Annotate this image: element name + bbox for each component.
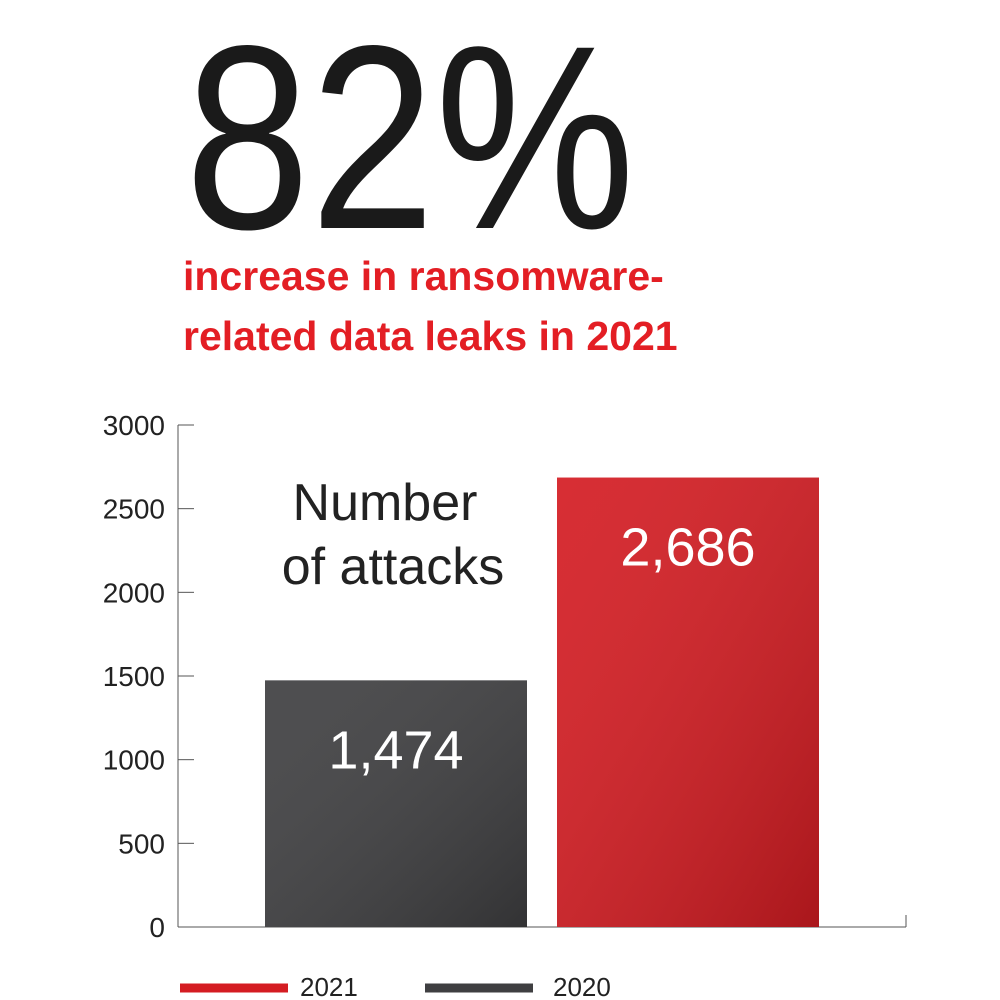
y-tick-label: 500 bbox=[118, 828, 165, 859]
y-tick-label: 0 bbox=[149, 912, 165, 943]
bar-shade bbox=[557, 477, 819, 927]
y-tick-label: 1500 bbox=[103, 661, 165, 692]
y-tick-label: 2000 bbox=[103, 577, 165, 608]
plot: 0 500 1000 1500 2000 2500 3000 1,474 2,686 bbox=[103, 410, 907, 943]
legend-label: 2020 bbox=[553, 972, 611, 1000]
legend-label: 2021 bbox=[300, 972, 358, 1000]
annotation-line: Number bbox=[293, 474, 478, 532]
headline: 82% bbox=[185, 0, 635, 284]
subtitle-line: increase in ransomware- bbox=[183, 253, 664, 299]
value-label: 1,474 bbox=[328, 720, 463, 780]
bar-shade bbox=[265, 680, 527, 927]
y-tick-label: 1000 bbox=[103, 745, 165, 776]
value-label: 2,686 bbox=[620, 518, 755, 578]
subtitle-line: related data leaks in 2021 bbox=[183, 313, 678, 359]
y-tick-label: 2500 bbox=[103, 494, 165, 525]
annotation-line: of attacks bbox=[282, 538, 505, 596]
y-tick-label: 3000 bbox=[103, 410, 165, 441]
